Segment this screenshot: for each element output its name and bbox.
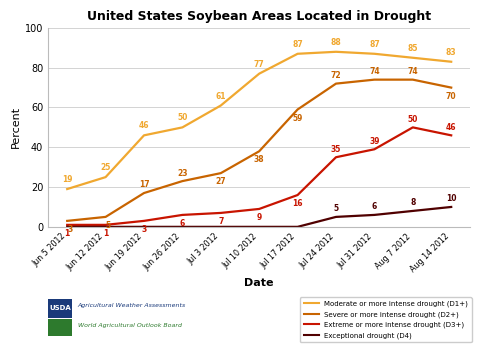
- FancyBboxPatch shape: [48, 299, 72, 318]
- Text: 23: 23: [177, 169, 188, 178]
- Text: 6: 6: [372, 202, 377, 211]
- Text: 87: 87: [292, 40, 303, 49]
- Text: 59: 59: [292, 113, 303, 122]
- Text: 19: 19: [62, 175, 72, 184]
- Text: 6: 6: [180, 219, 185, 228]
- Legend: Moderate or more intense drought (D1+), Severe or more intense drought (D2+), Ex: Moderate or more intense drought (D1+), …: [300, 297, 472, 342]
- Text: 1: 1: [65, 229, 70, 238]
- Text: 27: 27: [216, 177, 226, 186]
- Text: 8: 8: [410, 198, 416, 207]
- Text: 7: 7: [218, 217, 224, 226]
- Text: 5: 5: [106, 221, 111, 230]
- Text: 5: 5: [334, 205, 338, 213]
- Text: 25: 25: [100, 163, 111, 172]
- Text: 85: 85: [408, 44, 418, 53]
- Text: 72: 72: [331, 71, 341, 80]
- Text: 17: 17: [139, 180, 149, 190]
- Text: USDA: USDA: [49, 305, 71, 311]
- Text: 3: 3: [67, 225, 72, 234]
- FancyBboxPatch shape: [48, 319, 72, 336]
- Title: United States Soybean Areas Located in Drought: United States Soybean Areas Located in D…: [87, 9, 431, 23]
- Text: 38: 38: [254, 155, 264, 164]
- Text: Agricultural Weather Assessments: Agricultural Weather Assessments: [78, 303, 186, 307]
- Text: 9: 9: [257, 213, 262, 222]
- Text: 46: 46: [446, 123, 456, 132]
- X-axis label: Date: Date: [244, 278, 274, 288]
- Text: 1: 1: [103, 229, 108, 238]
- Text: 61: 61: [216, 91, 226, 101]
- Text: 46: 46: [139, 121, 149, 131]
- Text: 88: 88: [331, 38, 341, 47]
- Text: 70: 70: [446, 92, 456, 101]
- Text: 50: 50: [408, 115, 418, 124]
- Text: 50: 50: [177, 113, 188, 122]
- Text: 3: 3: [142, 225, 146, 234]
- Text: 16: 16: [292, 199, 303, 208]
- Text: 10: 10: [446, 194, 456, 203]
- Text: 74: 74: [369, 67, 380, 76]
- Text: 77: 77: [254, 60, 264, 69]
- Text: 83: 83: [446, 48, 456, 57]
- Y-axis label: Percent: Percent: [11, 106, 21, 148]
- Text: World Agricultural Outlook Board: World Agricultural Outlook Board: [78, 324, 181, 328]
- Text: 74: 74: [408, 67, 418, 76]
- Text: 87: 87: [369, 40, 380, 49]
- Text: 35: 35: [331, 145, 341, 154]
- Text: 39: 39: [369, 137, 380, 146]
